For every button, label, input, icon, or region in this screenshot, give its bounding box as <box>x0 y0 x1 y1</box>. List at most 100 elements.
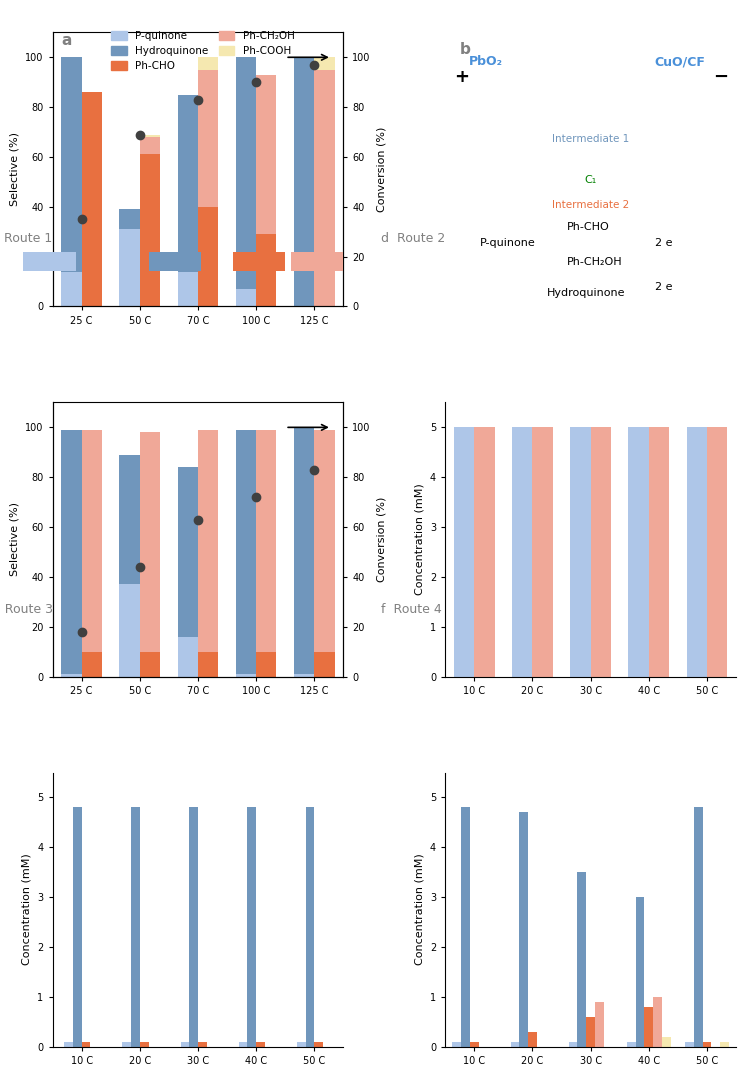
Bar <box>247 807 256 1047</box>
Bar <box>119 454 140 585</box>
Text: 2 e: 2 e <box>655 238 672 248</box>
Text: 2 e: 2 e <box>655 282 672 292</box>
Bar <box>470 1041 478 1047</box>
Bar <box>294 427 315 674</box>
Text: Ph-CHO: Ph-CHO <box>567 222 610 232</box>
Y-axis label: Concentration (mM): Concentration (mM) <box>415 853 424 966</box>
Bar <box>532 427 553 677</box>
Bar <box>82 1041 90 1047</box>
Bar <box>236 57 256 289</box>
Bar <box>140 433 160 652</box>
Bar <box>236 674 256 677</box>
Bar <box>198 207 219 306</box>
Bar <box>149 251 201 271</box>
Y-axis label: Selective (%): Selective (%) <box>10 503 20 576</box>
Bar <box>452 1041 461 1047</box>
Bar <box>256 652 276 677</box>
Bar <box>512 427 532 677</box>
Bar <box>140 1041 149 1047</box>
Bar <box>629 427 649 677</box>
Y-axis label: Concentration (mM): Concentration (mM) <box>415 483 424 596</box>
Text: b: b <box>460 42 471 57</box>
Bar <box>62 674 82 677</box>
Bar <box>64 1041 73 1047</box>
Bar <box>119 209 140 229</box>
Bar <box>119 585 140 677</box>
Bar <box>140 652 160 677</box>
Bar <box>236 289 256 306</box>
Bar <box>315 1041 323 1047</box>
Bar <box>178 272 198 306</box>
Bar <box>315 57 335 70</box>
Bar <box>198 652 219 677</box>
Text: a: a <box>62 32 71 47</box>
Bar <box>256 1041 265 1047</box>
Text: Intermediate 2: Intermediate 2 <box>552 200 629 209</box>
Bar <box>131 807 140 1047</box>
Bar <box>256 74 276 234</box>
Y-axis label: Concentration (mM): Concentration (mM) <box>22 853 32 966</box>
Text: c  Route 1: c Route 1 <box>0 232 52 246</box>
Bar <box>122 1041 131 1047</box>
Bar <box>315 70 335 306</box>
Y-axis label: Conversion (%): Conversion (%) <box>376 496 386 583</box>
Bar <box>233 251 285 271</box>
Y-axis label: Conversion (%): Conversion (%) <box>376 126 386 213</box>
Bar <box>73 807 82 1047</box>
Text: Hydroquinone: Hydroquinone <box>547 287 626 298</box>
Bar <box>23 251 76 271</box>
Bar <box>180 1041 189 1047</box>
Bar <box>198 70 219 207</box>
Bar <box>294 674 315 677</box>
Bar <box>587 1016 595 1047</box>
Bar <box>236 429 256 674</box>
Text: Intermediate 1: Intermediate 1 <box>552 134 629 144</box>
Bar <box>294 57 315 306</box>
Bar <box>82 92 102 306</box>
Bar <box>315 429 335 652</box>
Bar <box>590 427 611 677</box>
Bar <box>62 272 82 306</box>
Text: C₁: C₁ <box>584 175 597 186</box>
Bar <box>685 1041 694 1047</box>
Bar <box>315 652 335 677</box>
Bar <box>140 137 160 154</box>
Bar <box>256 429 276 652</box>
Bar <box>256 234 276 306</box>
Bar <box>62 429 82 674</box>
Bar <box>686 427 707 677</box>
Bar <box>520 812 528 1047</box>
Bar <box>198 57 219 70</box>
Bar <box>140 154 160 306</box>
Bar <box>649 427 669 677</box>
Bar <box>82 652 102 677</box>
Bar <box>653 997 662 1047</box>
Text: P-quinone: P-quinone <box>480 238 535 248</box>
Text: d  Route 2: d Route 2 <box>382 232 445 246</box>
Bar <box>178 637 198 677</box>
Bar <box>454 427 474 677</box>
Bar <box>707 427 727 677</box>
Bar <box>140 135 160 137</box>
Bar <box>82 429 102 652</box>
Bar <box>595 1001 604 1047</box>
Bar <box>635 897 644 1047</box>
Bar <box>198 1041 207 1047</box>
Bar <box>178 467 198 637</box>
Bar <box>62 57 82 272</box>
Y-axis label: Selective (%): Selective (%) <box>10 133 20 206</box>
Bar <box>178 95 198 272</box>
Bar <box>702 1041 711 1047</box>
Legend: P-quinone, Hydroquinone, Ph-CHO, Ph-CH₂OH, Ph-COOH: P-quinone, Hydroquinone, Ph-CHO, Ph-CH₂O… <box>107 27 299 76</box>
Text: e  Route 3: e Route 3 <box>0 602 53 615</box>
Bar <box>662 1037 671 1047</box>
Bar <box>528 1032 537 1047</box>
Bar <box>239 1041 247 1047</box>
Bar <box>644 1007 653 1047</box>
Bar <box>694 807 702 1047</box>
Bar <box>474 427 495 677</box>
Bar <box>306 807 315 1047</box>
Bar <box>189 807 198 1047</box>
Bar <box>627 1041 635 1047</box>
Bar <box>720 1041 728 1047</box>
